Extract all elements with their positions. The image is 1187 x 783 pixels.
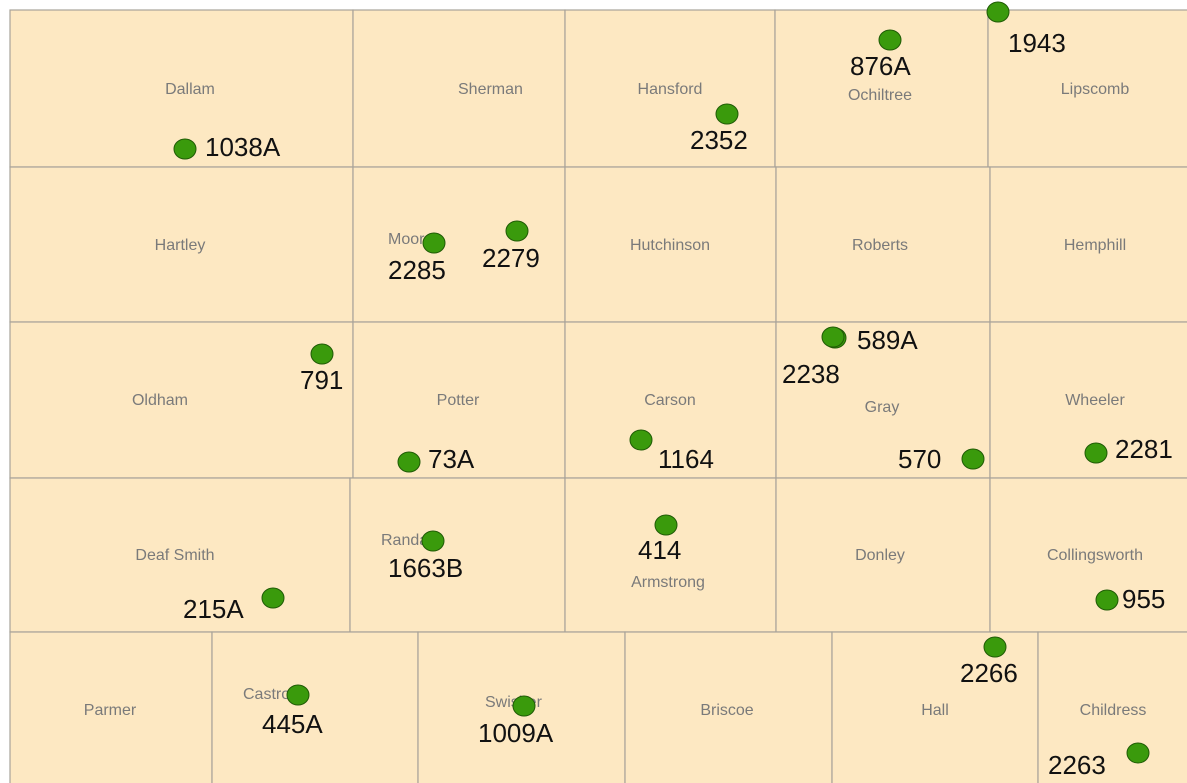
site-label: 445A: [262, 709, 323, 739]
county-shape: [9, 631, 213, 783]
county-name: Castro: [243, 686, 290, 703]
site-label: 2266: [960, 658, 1018, 688]
county-name: Briscoe: [700, 702, 753, 719]
site-label: 2238: [782, 359, 840, 389]
county-name: Potter: [437, 392, 480, 409]
site-dot: [422, 232, 446, 254]
county-shape: [831, 631, 1039, 783]
site-label: 2263: [1048, 750, 1106, 780]
county-name: Carson: [644, 392, 696, 409]
county-shape: [1037, 631, 1187, 783]
site-layer: 1038A 2352 876A 1943 2285 2279 791 589A 2238 73A 1…: [173, 1, 1173, 780]
county-shape: [775, 166, 991, 323]
county-shape: [564, 9, 776, 168]
county-name: Oldham: [132, 392, 188, 409]
county-name: Roberts: [852, 237, 908, 254]
site-label: 589A: [857, 325, 918, 355]
county-shape: [9, 166, 354, 323]
site-dot: [821, 326, 845, 348]
county-shape: [352, 166, 566, 323]
county-shape: [624, 631, 833, 783]
county-name-layer: Dallam Sherman Hansford Ochiltree Lipscomb Ha…: [84, 81, 1147, 719]
site-dot: [654, 514, 678, 536]
county-name: Hutchinson: [630, 237, 710, 254]
site-dot: [173, 138, 197, 160]
county-name: Armstrong: [631, 574, 705, 591]
county-shape: [9, 477, 351, 633]
site-dot: [1126, 742, 1150, 764]
site-label: 414: [638, 535, 681, 565]
county-name: Collingsworth: [1047, 547, 1143, 564]
site-label: 1663B: [388, 553, 463, 583]
county-name: Dallam: [165, 81, 215, 98]
site-label: 1009A: [478, 718, 554, 748]
county-layer: [9, 9, 1187, 783]
site-label: 791: [300, 365, 343, 395]
site-label: 2279: [482, 243, 540, 273]
county-name: Moore: [388, 231, 433, 248]
site-label: 2285: [388, 255, 446, 285]
county-name: Lipscomb: [1061, 81, 1130, 98]
county-name: Gray: [865, 399, 900, 416]
site-label: 955: [1122, 584, 1165, 614]
site-label: 2352: [690, 125, 748, 155]
site-label: 215A: [183, 594, 244, 624]
county-shape: [989, 166, 1187, 323]
site-dot: [1095, 589, 1119, 611]
county-name: Parmer: [84, 702, 137, 719]
county-name: Hall: [921, 702, 949, 719]
site-dot: [1084, 442, 1108, 464]
site-label: 1038A: [205, 132, 281, 162]
site-dot: [261, 587, 285, 609]
site-label: 1943: [1008, 28, 1066, 58]
county-shape: [9, 321, 354, 479]
site-dot: [397, 451, 421, 473]
county-shape: [352, 321, 566, 479]
site-dot: [421, 530, 445, 552]
site-dot: [715, 103, 739, 125]
site-dot: [983, 636, 1007, 658]
county-name: Donley: [855, 547, 905, 564]
site-dot: [286, 684, 310, 706]
county-name: Deaf Smith: [135, 547, 214, 564]
county-shape: [352, 9, 566, 168]
site-label: 1164: [658, 444, 714, 474]
county-name: Hartley: [155, 237, 206, 254]
county-name: Hemphill: [1064, 237, 1126, 254]
county-shape: [987, 9, 1187, 168]
site-label: 876A: [850, 51, 911, 81]
county-shape: [349, 477, 566, 633]
county-name: Ochiltree: [848, 87, 912, 104]
site-dot: [629, 429, 653, 451]
site-dot: [878, 29, 902, 51]
site-dot: [512, 695, 536, 717]
site-label: 570: [898, 444, 941, 474]
site-label: 2281: [1115, 434, 1173, 464]
county-shape: [211, 631, 419, 783]
site-dot: [961, 448, 985, 470]
county-name: Wheeler: [1065, 392, 1125, 409]
county-name: Childress: [1080, 702, 1147, 719]
site-dot: [986, 1, 1010, 23]
county-shape: [564, 166, 777, 323]
county-shape: [564, 321, 777, 479]
county-name: Randall: [381, 532, 435, 549]
site-dot: [505, 220, 529, 242]
county-shape: [564, 477, 777, 633]
county-shape: [989, 477, 1187, 633]
county-shape: [775, 321, 991, 479]
county-name: Hansford: [638, 81, 703, 98]
site-label: 73A: [428, 444, 475, 474]
county-name: Sherman: [458, 81, 523, 98]
site-dot: [310, 343, 334, 365]
